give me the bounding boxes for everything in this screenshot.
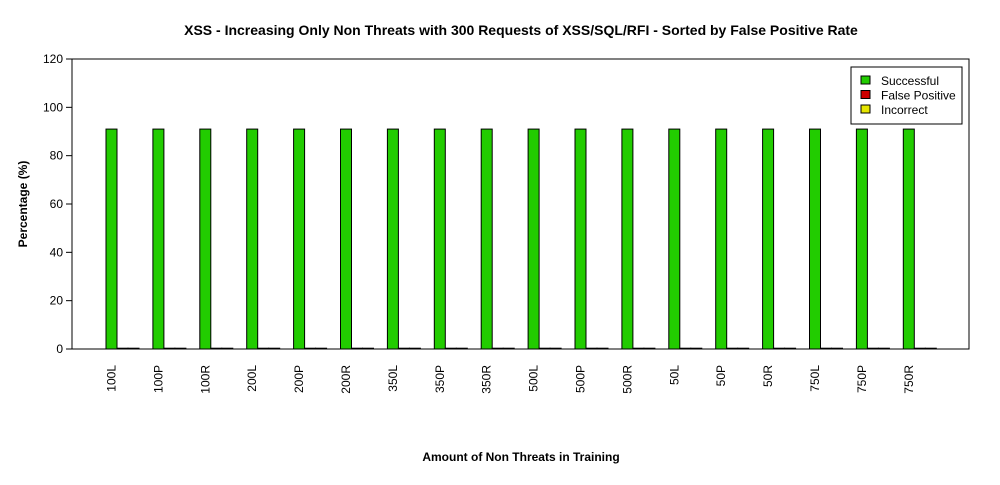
bar-incorrect [408, 347, 421, 350]
x-tick-label: 750R [902, 365, 916, 394]
bar-false-positive [257, 347, 270, 350]
bar-false-positive [632, 347, 645, 350]
bar-incorrect [596, 347, 609, 350]
bar-false-positive [163, 347, 176, 350]
bar-false-positive [351, 347, 363, 350]
x-tick-label: 200P [292, 365, 306, 393]
legend-swatch [860, 104, 871, 114]
x-tick-label: 200L [245, 365, 259, 392]
y-tick-label: 100 [43, 100, 63, 114]
x-tick-label: 500P [574, 365, 588, 393]
x-tick-label: 500R [620, 365, 634, 394]
bar-false-positive [913, 347, 926, 350]
y-tick-label: 0 [56, 342, 63, 356]
bar-false-positive [679, 347, 692, 350]
bar-successful [527, 128, 540, 350]
bar-incorrect [784, 347, 797, 350]
bar-successful [480, 128, 493, 350]
y-tick-label: 80 [50, 149, 64, 163]
x-tick-label: 750L [808, 365, 822, 392]
bar-incorrect [127, 347, 140, 350]
bar-successful [621, 128, 634, 350]
legend-swatch [860, 90, 871, 99]
x-tick-label: 350R [480, 365, 494, 394]
bar-incorrect [455, 347, 468, 350]
y-tick-label: 20 [50, 294, 64, 308]
bar-successful [433, 128, 446, 350]
bar-false-positive [491, 347, 504, 350]
legend-label: Successful [881, 74, 939, 88]
x-tick-label: 50R [761, 365, 775, 387]
bar-successful [152, 128, 165, 350]
bar-incorrect [502, 347, 515, 350]
bar-incorrect [315, 347, 328, 350]
bar-false-positive [585, 347, 598, 350]
bar-incorrect [221, 347, 234, 350]
bar-incorrect [690, 347, 703, 350]
bar-successful [855, 128, 868, 350]
x-tick-label: 100R [198, 365, 212, 394]
bar-false-positive [304, 347, 317, 350]
bar-successful [574, 128, 587, 350]
bar-successful [293, 128, 306, 350]
x-tick-label: 50P [714, 365, 728, 386]
bar-incorrect [737, 347, 750, 350]
bar-successful [762, 128, 775, 350]
x-tick-label: 350L [386, 365, 400, 392]
bar-incorrect [831, 347, 843, 350]
bar-successful [668, 128, 681, 350]
bar-false-positive [116, 347, 129, 350]
x-axis-title: Amount of Non Threats in Training [422, 450, 619, 464]
bar-successful [902, 128, 915, 350]
x-tick-label: 100L [105, 365, 119, 392]
bar-false-positive [866, 347, 879, 350]
bar-incorrect [924, 347, 937, 350]
bar-false-positive [444, 347, 457, 350]
bar-false-positive [397, 347, 410, 350]
legend-label: Incorrect [881, 103, 928, 117]
bar-incorrect [643, 347, 656, 350]
bar-successful [340, 128, 352, 350]
y-axis-title: Percentage (%) [16, 161, 30, 248]
bar-false-positive [726, 347, 739, 350]
y-tick-label: 60 [50, 197, 64, 211]
bar-incorrect [268, 347, 281, 350]
legend-label: False Positive [881, 89, 956, 103]
bar-incorrect [549, 347, 562, 350]
bar-false-positive [820, 347, 832, 350]
bars [105, 128, 937, 350]
bar-successful [105, 128, 118, 350]
bar-successful [386, 128, 399, 350]
bar-false-positive [773, 347, 786, 350]
x-tick-label: 350P [433, 365, 447, 393]
bar-incorrect [877, 347, 890, 350]
x-ticks: 100L 100P 100R 200L 200P 200R 350L 350P 350R 500L… [105, 365, 916, 394]
bar-false-positive [538, 347, 551, 350]
y-axis: 0 20 40 60 80 100 120 [43, 52, 72, 356]
bar-false-positive [210, 347, 223, 350]
legend-swatch [860, 75, 871, 85]
x-tick-label: 200R [339, 365, 353, 394]
bar-incorrect [174, 347, 187, 350]
chart-title: XSS - Increasing Only Non Threats with 3… [184, 22, 858, 38]
x-tick-label: 50L [667, 365, 681, 385]
x-tick-label: 500L [527, 365, 541, 392]
x-tick-label: 100P [151, 365, 165, 393]
y-tick-label: 120 [43, 52, 63, 66]
y-tick-label: 40 [50, 245, 64, 259]
bar-successful [199, 128, 212, 350]
bar-incorrect [362, 347, 374, 350]
x-tick-label: 750P [855, 365, 869, 393]
bar-successful [809, 128, 821, 350]
bar-successful [715, 128, 728, 350]
bar-successful [246, 128, 259, 350]
